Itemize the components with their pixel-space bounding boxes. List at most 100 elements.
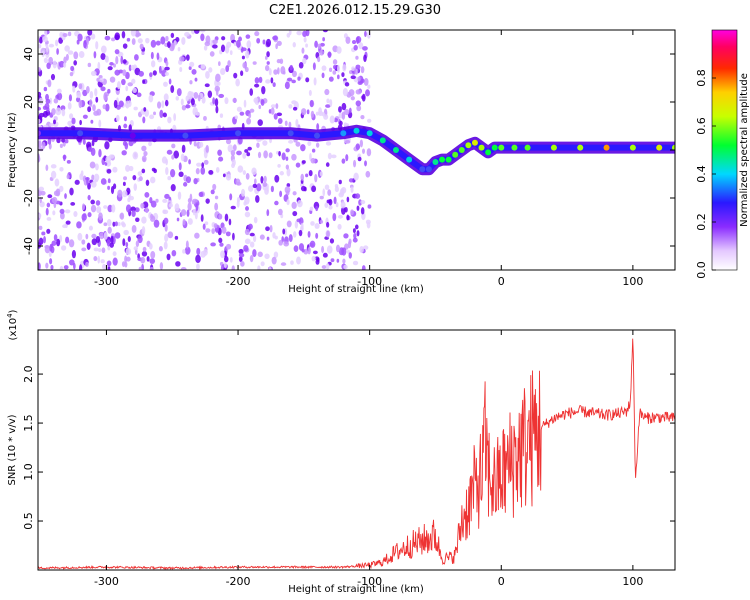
noise-speckle bbox=[150, 200, 157, 208]
noise-speckle bbox=[82, 89, 88, 97]
noise-speckle bbox=[69, 113, 74, 120]
noise-speckle bbox=[122, 238, 126, 247]
noise-speckle bbox=[244, 66, 249, 73]
y-tick-label: -40 bbox=[22, 237, 35, 255]
noise-speckle bbox=[65, 236, 70, 244]
noise-speckle bbox=[244, 228, 250, 236]
noise-speckle bbox=[130, 30, 137, 37]
noise-speckle bbox=[343, 264, 348, 270]
noise-speckle bbox=[38, 213, 42, 218]
noise-speckle bbox=[127, 236, 131, 243]
noise-speckle bbox=[121, 30, 126, 39]
noise-speckle bbox=[204, 83, 210, 88]
noise-speckle bbox=[325, 141, 332, 146]
noise-speckle bbox=[45, 93, 49, 101]
noise-speckle bbox=[277, 164, 281, 168]
noise-speckle bbox=[245, 173, 250, 180]
y-exponent-label: (x104) bbox=[6, 309, 19, 340]
noise-speckle bbox=[245, 34, 251, 39]
noise-speckle bbox=[352, 228, 356, 234]
noise-speckle bbox=[149, 266, 154, 270]
noise-speckle bbox=[128, 64, 132, 72]
noise-speckle bbox=[41, 231, 46, 236]
noise-speckle bbox=[116, 81, 121, 90]
noise-speckle bbox=[200, 250, 206, 258]
noise-speckle bbox=[61, 138, 66, 143]
noise-speckle bbox=[126, 256, 131, 262]
noise-speckle bbox=[297, 200, 303, 208]
noise-speckle bbox=[306, 109, 310, 115]
noise-speckle bbox=[286, 183, 291, 188]
noise-speckle bbox=[164, 233, 169, 242]
noise-speckle bbox=[230, 150, 236, 156]
noise-speckle bbox=[359, 245, 364, 254]
x-tick-label: 100 bbox=[622, 275, 643, 288]
noise-speckle bbox=[164, 71, 169, 76]
noise-speckle bbox=[204, 221, 209, 226]
noise-speckle bbox=[44, 30, 48, 37]
noise-speckle bbox=[348, 178, 354, 183]
noise-speckle bbox=[353, 172, 359, 181]
noise-speckle bbox=[145, 37, 150, 44]
noise-speckle bbox=[324, 184, 330, 190]
noise-speckle bbox=[328, 76, 334, 82]
noise-speckle bbox=[81, 247, 87, 252]
noise-speckle bbox=[215, 73, 221, 82]
snr-series-line bbox=[38, 338, 675, 570]
noise-speckle bbox=[236, 199, 240, 208]
noise-speckle bbox=[48, 43, 55, 48]
noise-speckle bbox=[275, 43, 278, 50]
noise-speckle bbox=[305, 173, 309, 178]
noise-speckle bbox=[124, 116, 127, 122]
noise-speckle bbox=[354, 224, 359, 230]
noise-speckle bbox=[269, 224, 273, 233]
noise-speckle bbox=[194, 232, 200, 239]
noise-speckle bbox=[50, 264, 54, 270]
noise-speckle bbox=[346, 214, 350, 221]
noise-speckle bbox=[78, 83, 83, 90]
noise-speckle bbox=[275, 103, 279, 109]
noise-speckle bbox=[276, 112, 283, 117]
noise-speckle bbox=[149, 72, 153, 78]
noise-speckle bbox=[291, 70, 297, 78]
noise-speckle bbox=[62, 224, 67, 229]
noise-speckle bbox=[355, 55, 359, 60]
trace-point bbox=[379, 137, 386, 144]
noise-speckle bbox=[142, 79, 146, 84]
trace-point bbox=[419, 166, 426, 173]
noise-speckle bbox=[291, 153, 297, 161]
noise-speckle bbox=[366, 148, 372, 157]
noise-speckle bbox=[310, 157, 316, 164]
colorbar-tick-label: 0.8 bbox=[695, 69, 708, 87]
x-tick-label: -100 bbox=[357, 575, 382, 588]
noise-speckle bbox=[166, 149, 173, 155]
noise-speckle bbox=[186, 54, 190, 61]
noise-speckle bbox=[256, 37, 261, 44]
noise-speckle bbox=[49, 244, 53, 252]
noise-speckle bbox=[38, 67, 41, 72]
noise-speckle bbox=[190, 98, 195, 106]
noise-speckle bbox=[315, 111, 319, 116]
noise-speckle bbox=[366, 118, 372, 123]
noise-speckle bbox=[264, 55, 268, 60]
y-tick-label: 0.5 bbox=[22, 512, 35, 530]
noise-speckle bbox=[141, 145, 147, 152]
noise-speckle bbox=[367, 84, 371, 89]
trace-point bbox=[498, 144, 505, 151]
noise-speckle bbox=[288, 104, 293, 109]
noise-speckle bbox=[227, 144, 234, 153]
noise-speckle bbox=[244, 211, 251, 218]
noise-speckle bbox=[215, 105, 219, 114]
noise-speckle bbox=[241, 55, 245, 60]
noise-speckle bbox=[72, 85, 76, 93]
trace-point bbox=[287, 130, 294, 137]
noise-speckle bbox=[67, 31, 72, 37]
noise-speckle bbox=[134, 54, 139, 61]
noise-speckle bbox=[256, 183, 262, 192]
noise-speckle bbox=[114, 49, 120, 55]
noise-speckle bbox=[317, 43, 322, 49]
noise-speckle bbox=[50, 73, 56, 81]
noise-speckle bbox=[183, 182, 188, 187]
noise-speckle bbox=[322, 30, 328, 33]
noise-speckle bbox=[308, 169, 313, 177]
